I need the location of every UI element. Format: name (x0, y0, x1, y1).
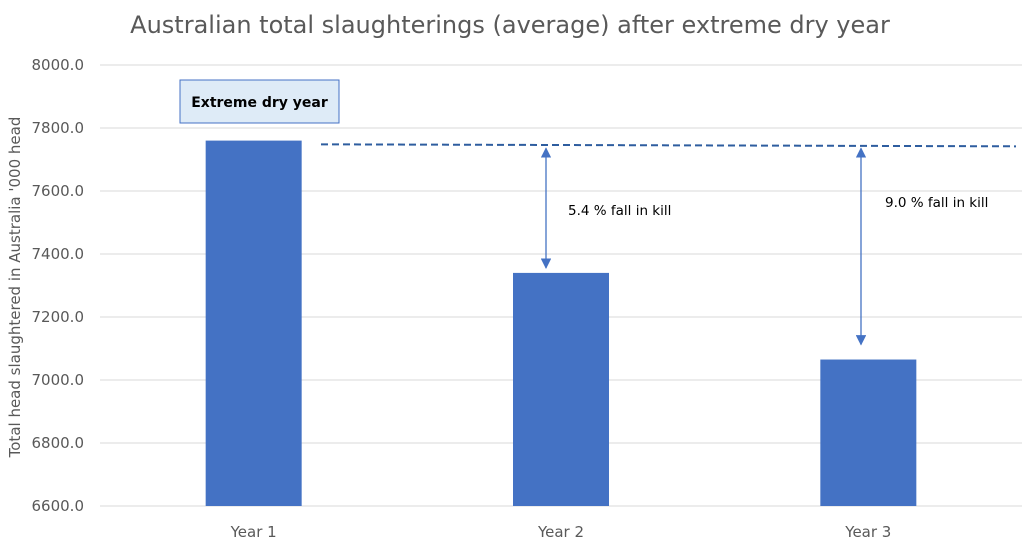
y-tick-label: 7000.0 (32, 371, 85, 389)
dry-year-box (179, 79, 340, 124)
dry-year-label: Extreme dry year (191, 95, 328, 111)
y-tick-label: 8000.0 (32, 56, 85, 74)
y-tick-label: 7400.0 (32, 245, 85, 263)
x-tick-label: Year 3 (844, 523, 891, 541)
bar-3 (820, 359, 917, 506)
y-tick-label: 6800.0 (32, 434, 85, 452)
annotation-year3: 9.0 % fall in kill (885, 195, 988, 211)
y-tick-label: 6600.0 (32, 497, 85, 515)
annotation-year2: 5.4 % fall in kill (568, 203, 671, 219)
reference-dashed-line (320, 143, 1017, 148)
x-tick-label: Year 2 (537, 523, 584, 541)
chart-title: Australian total slaughterings (average)… (130, 11, 890, 39)
x-tick-labels: Year 1 Year 2 Year 3 (230, 523, 892, 541)
y-tick-label: 7800.0 (32, 119, 85, 137)
bar-1 (205, 140, 302, 506)
x-tick-label: Year 1 (230, 523, 277, 541)
y-axis-label: Total head slaughtered in Australia '000… (6, 117, 24, 459)
bar-2 (513, 272, 609, 506)
y-tick-labels: 6600.0 6800.0 7000.0 7200.0 7400.0 7600.0 7800… (32, 56, 85, 515)
y-tick-label: 7600.0 (32, 182, 85, 200)
bars (205, 140, 917, 506)
y-tick-label: 7200.0 (32, 308, 85, 326)
